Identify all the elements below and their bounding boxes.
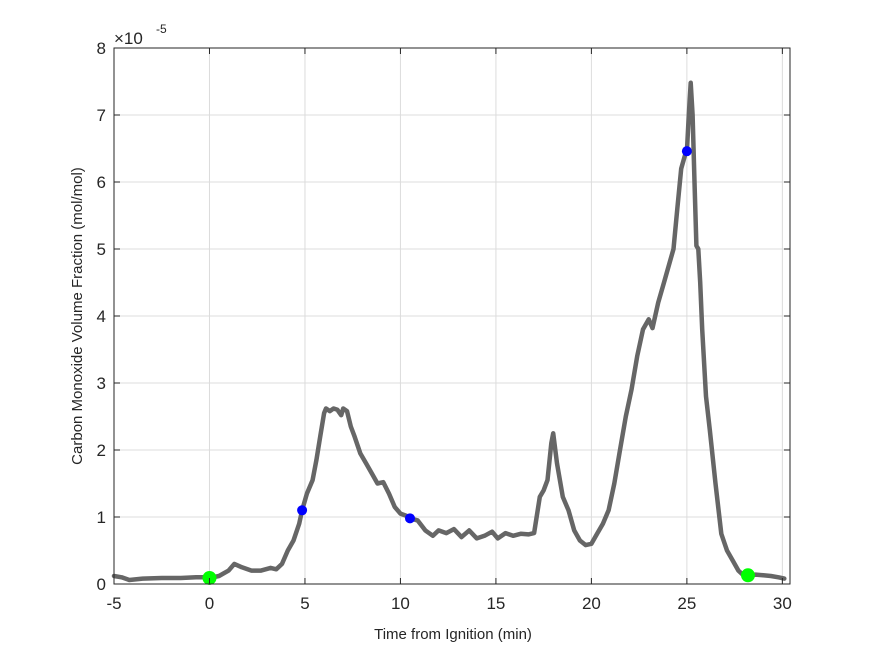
highlight-markers [202, 146, 755, 585]
x-tick-label: 20 [582, 594, 601, 613]
y-exponent-power: -5 [156, 22, 167, 36]
x-tick-label: 30 [773, 594, 792, 613]
co-line-series [111, 80, 787, 583]
data-series [111, 80, 787, 583]
y-tick-label: 1 [97, 508, 106, 527]
axis-ticks [113, 47, 790, 585]
y-tick-label: 3 [97, 374, 106, 393]
y-tick-labels: 0 1 2 3 4 5 6 7 8 [97, 39, 106, 594]
x-tick-label: 0 [205, 594, 214, 613]
y-tick-label: 0 [97, 575, 106, 594]
y-tick-label: 2 [97, 441, 106, 460]
x-axis-label: Time from Ignition (min) [374, 626, 532, 643]
x-tick-label: 10 [391, 594, 410, 613]
marker-start [202, 570, 217, 585]
y-tick-label: 5 [97, 240, 106, 259]
y-tick-label: 8 [97, 39, 106, 58]
x-tick-label: -5 [106, 594, 121, 613]
y-axis-label: Carbon Monoxide Volume Fraction (mol/mol… [69, 167, 86, 465]
marker-marker-3 [681, 146, 692, 157]
y-tick-label: 6 [97, 173, 106, 192]
plot-area [111, 47, 791, 585]
marker-marker-2 [404, 513, 415, 524]
y-tick-label: 7 [97, 106, 106, 125]
x-tick-label: 15 [486, 594, 505, 613]
marker-marker-1 [297, 505, 308, 516]
y-tick-label: 4 [97, 307, 106, 326]
x-tick-label: 5 [300, 594, 309, 613]
y-exponent-multiplier: ×10 -5 [114, 22, 167, 48]
y-exponent-base: ×10 [114, 29, 143, 48]
x-tick-labels: -5 0 5 10 15 20 25 30 [106, 594, 791, 613]
x-tick-label: 25 [677, 594, 696, 613]
marker-end [740, 568, 755, 583]
